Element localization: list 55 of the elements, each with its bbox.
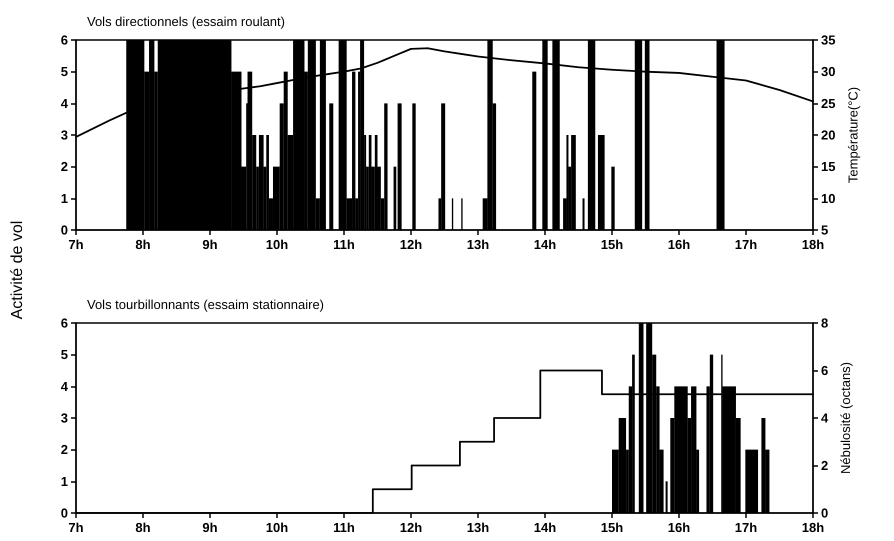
x-tick-label: 7h: [68, 237, 84, 252]
y-tick-label: 4: [60, 96, 69, 111]
y2-tick-label: 25: [821, 96, 836, 111]
y2-tick-label: 15: [821, 159, 836, 174]
x-tick-label: 15h: [600, 237, 624, 252]
y-tick-label: 3: [60, 410, 68, 426]
y-tick-label: 4: [60, 378, 69, 394]
x-tick-label: 18h: [802, 237, 824, 252]
y2-tick-label: 5: [821, 222, 828, 238]
x-tick-label: 18h: [802, 520, 824, 535]
y2-tick-label: 30: [821, 64, 836, 80]
y2-tick-label: 4: [821, 410, 829, 426]
y2-tick-label: 6: [821, 363, 828, 378]
y2-tick-label: 20: [821, 128, 836, 142]
y-tick-label: 5: [60, 347, 68, 362]
x-tick-label: 10h: [266, 520, 288, 535]
x-tick-label: 12h: [400, 520, 422, 535]
x-tick-label: 9h: [202, 520, 218, 535]
x-tick-label: 14h: [534, 520, 556, 535]
x-tick-label: 13h: [466, 237, 490, 252]
x-tick-label: 17h: [734, 520, 758, 535]
x-tick-label: 11h: [333, 237, 355, 252]
y2-tick-label: 10: [821, 190, 836, 206]
y-tick-label: 2: [60, 159, 68, 174]
x-tick-label: 17h: [734, 237, 758, 252]
x-tick-label: 9h: [202, 237, 218, 252]
x-tick-label: 8h: [135, 237, 151, 252]
y-tick-label: 5: [60, 64, 68, 80]
x-tick-label: 8h: [135, 520, 151, 535]
x-tick-label: 12h: [400, 237, 422, 252]
y2-axis-title: Nébulosité (octans): [838, 362, 854, 474]
y2-tick-label: 35: [821, 32, 836, 48]
y2-tick-label: 8: [821, 316, 828, 330]
y-tick-label: 6: [60, 316, 68, 330]
y2-axis-title: Température(°C): [845, 86, 860, 184]
chart-title: Vols directionnels (essaim roulant): [87, 14, 285, 29]
x-tick-label: 15h: [600, 520, 624, 535]
y-tick-label: 1: [60, 474, 68, 489]
y-tick-label: 2: [60, 442, 68, 458]
y2-tick-label: 2: [821, 458, 828, 473]
y2-tick-label: 0: [821, 506, 828, 520]
y-tick-label: 1: [60, 190, 68, 206]
x-tick-label: 14h: [534, 237, 556, 252]
x-tick-label: 13h: [466, 520, 490, 535]
y-tick-label: 6: [60, 32, 68, 48]
y-tick-label: 0: [60, 506, 68, 520]
x-tick-label: 16h: [668, 520, 690, 535]
x-tick-label: 7h: [68, 520, 84, 535]
y-tick-label: 0: [60, 222, 68, 238]
y-axis-title: Activité de vol: [9, 220, 27, 320]
y-tick-label: 3: [60, 128, 68, 142]
x-tick-label: 16h: [668, 237, 690, 252]
x-tick-label: 11h: [333, 520, 355, 535]
x-tick-label: 10h: [266, 237, 288, 252]
chart-title: Vols tourbillonnants (essaim stationnaire): [87, 297, 324, 312]
